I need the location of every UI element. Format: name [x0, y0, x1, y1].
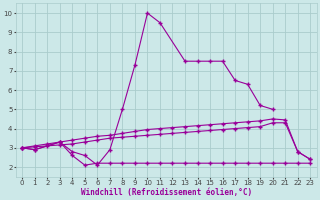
X-axis label: Windchill (Refroidissement éolien,°C): Windchill (Refroidissement éolien,°C) [81, 188, 252, 197]
